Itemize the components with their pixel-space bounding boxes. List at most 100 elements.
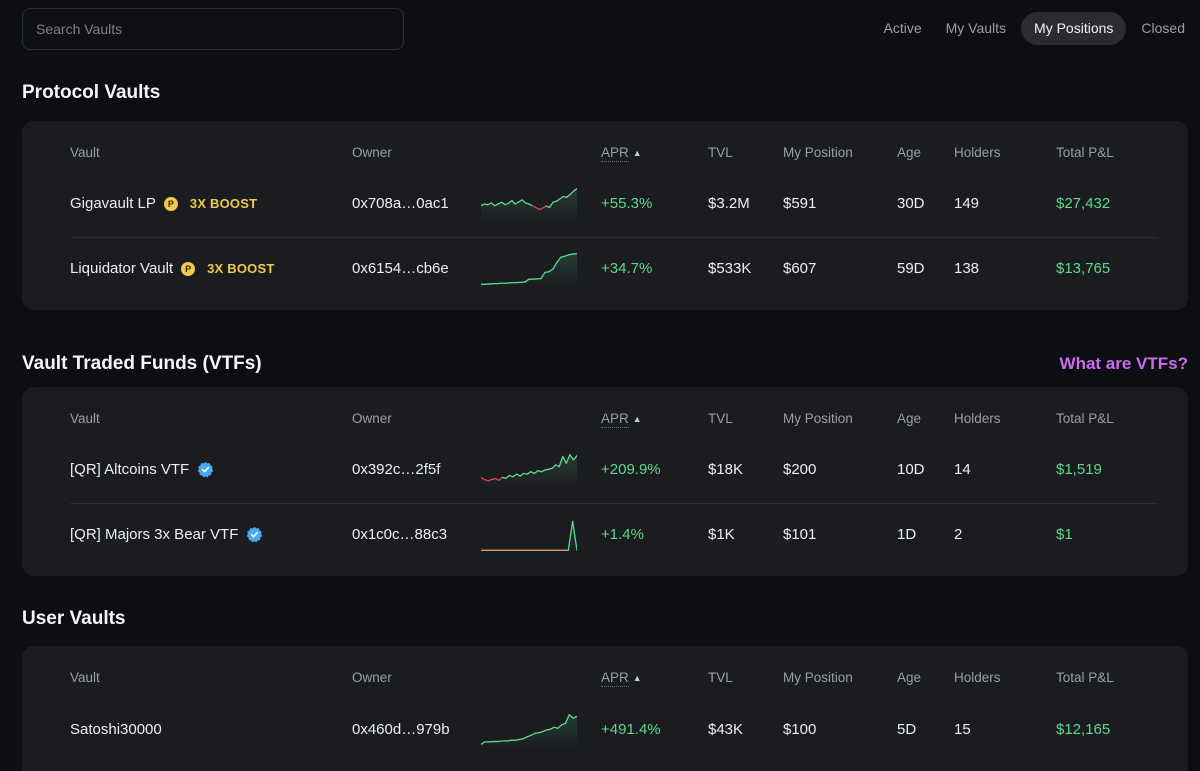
col-pnl: Total P&L — [1056, 411, 1114, 426]
protocol-vaults-table: Vault Owner APR ▲ TVL My Position Age Hol… — [22, 121, 1188, 310]
vault-label: Liquidator Vault — [70, 260, 174, 277]
tab-my-positions[interactable]: My Positions — [1021, 12, 1127, 45]
holders-value: 138 — [954, 260, 980, 277]
col-position: My Position — [783, 670, 853, 685]
col-vault: Vault — [70, 411, 100, 426]
sparkline-segment — [512, 473, 518, 478]
sparkline-segment — [572, 715, 577, 719]
sparkline-segment — [490, 202, 496, 207]
sparkline-segment — [548, 201, 554, 209]
sparkline-svg — [481, 454, 577, 489]
tvl-value: $3.2M — [708, 195, 750, 212]
col-apr-sort[interactable]: APR ▲ — [601, 145, 642, 162]
sparkline-segment — [498, 476, 503, 481]
sparkline-segment — [549, 726, 555, 730]
search-box[interactable] — [22, 8, 404, 50]
sparkline-segment — [560, 255, 566, 258]
col-apr-label: APR — [601, 145, 629, 162]
section-title-protocol-vaults: Protocol Vaults — [22, 82, 161, 103]
sparkline-area — [481, 188, 577, 223]
col-vault: Vault — [70, 670, 100, 685]
col-tvl: TVL — [708, 145, 733, 160]
vault-name[interactable]: Satoshi30000 — [70, 721, 162, 738]
sparkline-segment — [564, 254, 570, 257]
tvl-value: $1K — [708, 526, 735, 543]
col-owner: Owner — [352, 145, 392, 160]
owner-address[interactable]: 0x460d…979b — [352, 721, 450, 738]
sparkline-segment — [507, 199, 513, 204]
sparkline-area — [481, 454, 577, 489]
sparkline-segment — [537, 731, 544, 734]
sparkline-segment — [519, 472, 525, 477]
tab-my-vaults[interactable]: My Vaults — [945, 20, 1007, 36]
owner-address[interactable]: 0x708a…0ac1 — [352, 195, 449, 212]
search-input[interactable] — [36, 21, 403, 37]
vault-name[interactable]: [QR] Altcoins VTF — [70, 461, 214, 478]
holders-value: 15 — [954, 721, 971, 738]
vault-name[interactable]: [QR] Majors 3x Bear VTF — [70, 526, 263, 543]
user-vaults-table: Vault Owner APR ▲ TVL My Position Age Hol… — [22, 646, 1188, 771]
owner-address[interactable]: 0x1c0c…88c3 — [352, 526, 448, 543]
col-owner: Owner — [352, 411, 392, 426]
sparkline-segment — [540, 469, 546, 473]
position-value: $101 — [783, 526, 817, 543]
sparkline-chart — [481, 250, 577, 288]
sparkline-segment — [551, 464, 557, 469]
apr-value: +491.4% — [601, 721, 661, 738]
sparkline-segment — [559, 195, 564, 200]
sparkline-segment — [530, 732, 536, 737]
sparkline-segment — [521, 199, 527, 204]
col-holders: Holders — [954, 670, 1001, 685]
table-row[interactable]: Satoshi30000 0x460d…979b +491.4% $43K $1… — [22, 714, 1188, 749]
sparkline-segment — [530, 471, 535, 475]
table-row[interactable]: [QR] Majors 3x Bear VTF 0x1c0c…88c3 +1.4… — [22, 520, 1188, 554]
sparkline-chart — [481, 516, 577, 554]
vault-name[interactable]: Gigavault LP P 3X BOOST — [70, 195, 257, 212]
owner-address[interactable]: 0x392c…2f5f — [352, 461, 441, 478]
sparkline-segment — [571, 520, 577, 551]
sparkline-segment — [511, 199, 516, 205]
col-apr-sort[interactable]: APR ▲ — [601, 411, 642, 428]
owner-address[interactable]: 0x6154…cb6e — [352, 260, 449, 277]
col-apr-sort[interactable]: APR ▲ — [601, 670, 642, 687]
pnl-value: $1 — [1056, 526, 1073, 543]
pnl-value: $1,519 — [1056, 461, 1102, 478]
apr-value: +209.9% — [601, 461, 661, 478]
col-pnl: Total P&L — [1056, 145, 1114, 160]
tab-active[interactable]: Active — [883, 20, 922, 36]
col-age: Age — [897, 145, 922, 160]
sparkline-segment — [481, 741, 486, 745]
position-value: $100 — [783, 721, 817, 738]
col-apr-label: APR — [601, 670, 629, 687]
sparkline-segment — [518, 199, 523, 203]
sparkline-segment — [568, 253, 574, 256]
sparkline-segment — [567, 520, 574, 551]
table-row[interactable]: [QR] Altcoins VTF 0x392c…2f5f +209.9% $1… — [22, 454, 1188, 489]
tab-closed[interactable]: Closed — [1141, 20, 1185, 36]
position-value: $591 — [783, 195, 817, 212]
sparkline-segment — [540, 271, 546, 280]
apr-value: +34.7% — [601, 260, 653, 277]
sparkline-segment — [494, 477, 500, 481]
sparkline-svg — [481, 253, 577, 288]
boost-badge: 3X BOOST — [189, 196, 258, 211]
sparkline-segment — [557, 724, 563, 729]
age-value: 1D — [897, 526, 917, 543]
sparkline-area — [481, 521, 577, 554]
sparkline-segment — [526, 471, 532, 475]
sparkline-segment — [562, 455, 567, 464]
sparkline-segment — [500, 201, 506, 206]
vault-name[interactable]: Liquidator Vault P 3X BOOST — [70, 260, 274, 277]
what-are-vtfs-link[interactable]: What are VTFs? — [1059, 354, 1188, 373]
sparkline-svg — [481, 188, 577, 223]
sparkline-segment — [560, 722, 567, 726]
sort-up-icon: ▲ — [632, 413, 642, 424]
apr-value: +1.4% — [601, 526, 644, 543]
holders-value: 149 — [954, 195, 980, 212]
table-row[interactable]: Liquidator Vault P 3X BOOST 0x6154…cb6e … — [22, 253, 1188, 288]
age-value: 59D — [897, 260, 925, 277]
sparkline-segment — [526, 734, 532, 738]
sparkline-segment — [572, 188, 577, 192]
table-row[interactable]: Gigavault LP P 3X BOOST 0x708a…0ac1 +55.… — [22, 188, 1188, 223]
sparkline-segment — [572, 455, 577, 461]
